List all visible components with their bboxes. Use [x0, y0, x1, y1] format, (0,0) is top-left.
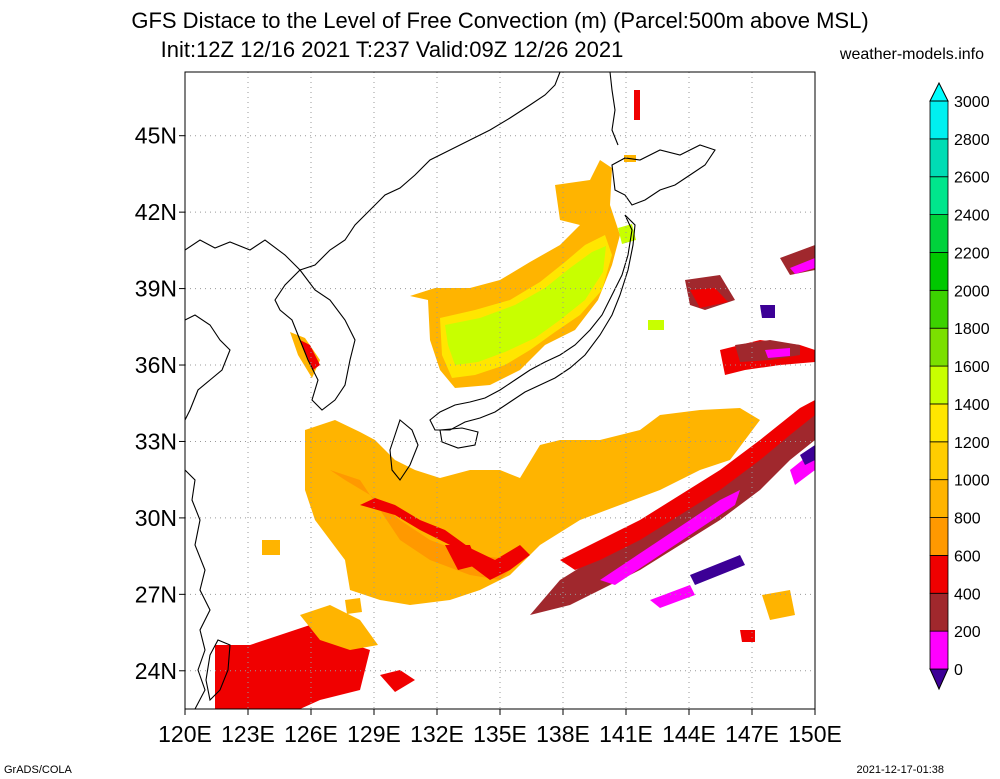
colorbar-band	[929, 327, 949, 367]
lat-tick-label: 27N	[135, 581, 177, 607]
colorbar-label: 800	[954, 511, 981, 528]
colorbar-band	[929, 214, 949, 253]
coastline-asia-mainland	[185, 72, 561, 271]
coastline-honshu	[429, 214, 636, 431]
field-magenta-south	[650, 585, 695, 608]
coastline-hokkaido	[611, 144, 716, 206]
lat-tick-label: 42N	[135, 199, 177, 225]
coastline-shikoku	[439, 427, 479, 449]
lon-tick-label: 150E	[788, 721, 842, 747]
lat-tick-label: 24N	[135, 658, 177, 684]
colorbar-label: 1000	[954, 473, 990, 490]
field-red-ne	[690, 288, 728, 308]
lat-tick-label: 45N	[135, 123, 177, 149]
lat-tick-label: 30N	[135, 505, 177, 531]
coastline-korea	[274, 269, 356, 411]
lon-tick-label: 144E	[662, 721, 716, 747]
colorbar-label: 2200	[954, 245, 990, 262]
footer-credit: GrADS/COLA	[4, 764, 72, 776]
coastline-kyushu	[389, 419, 419, 481]
field-red-spot	[380, 670, 415, 692]
lat-tick-label: 33N	[135, 428, 177, 454]
colorbar-label: 2400	[954, 208, 990, 225]
graticule	[185, 72, 815, 709]
lat-tick-label: 39N	[135, 276, 177, 302]
field-purple-south	[690, 555, 745, 585]
field-magenta-band	[600, 490, 740, 585]
lon-tick-label: 141E	[599, 721, 653, 747]
colorbar-band	[929, 441, 949, 481]
lat-axis: 24N 27N 30N 33N 36N 39N 42N 45N	[135, 123, 185, 684]
lat-tick-label: 36N	[135, 352, 177, 378]
colorbar-band	[929, 479, 949, 518]
field-red-band	[560, 400, 815, 570]
colorbar-label: 200	[954, 624, 981, 641]
colorbar-label: 2000	[954, 283, 990, 300]
colorbar-label: 400	[954, 586, 981, 603]
lon-axis: 120E 123E 126E 129E 132E 135E 138E 141E 144E 147E…	[158, 709, 842, 747]
colorbar-band	[929, 289, 949, 329]
field-red-hokkaido	[634, 90, 640, 120]
coastlines	[185, 72, 716, 709]
colorbar-band	[929, 176, 949, 216]
coastline-taiwan	[205, 639, 231, 702]
field-orange-east-spot	[762, 590, 795, 620]
field-magenta-ne	[765, 348, 790, 358]
colorbar-over-arrow	[929, 81, 949, 102]
source-site: weather-models.info	[839, 46, 984, 63]
colorbar-band	[929, 630, 949, 670]
colorbar-band	[929, 365, 949, 405]
colorbar-label: 3000	[954, 94, 990, 111]
field-magenta-far-ne	[790, 258, 815, 274]
field-darkred-band	[530, 405, 815, 615]
lfc-filled-field	[215, 90, 815, 709]
lon-tick-label: 132E	[410, 721, 464, 747]
coastline-china-east	[185, 314, 231, 421]
field-red-ecs-spot	[445, 545, 478, 570]
map-subtitle: Init:12Z 12/16 2021 T:237 Valid:09Z 12/2…	[160, 37, 624, 62]
lon-tick-label: 123E	[221, 721, 275, 747]
colorbar-label: 1800	[954, 321, 990, 338]
colorbar-band	[929, 517, 949, 556]
colorbar: 0 200 400 600 800 1000 1200 1400 1600 1800 2000 220…	[929, 81, 990, 691]
lon-tick-label: 126E	[284, 721, 338, 747]
footer-timestamp: 2021-12-17-01:38	[856, 764, 944, 776]
field-red-korea-west	[300, 340, 320, 370]
colorbar-label: 1400	[954, 397, 990, 414]
colorbar-label: 2800	[954, 132, 990, 149]
field-orange-east-china-sea	[305, 408, 760, 605]
colorbar-band	[929, 252, 949, 291]
colorbar-band	[929, 403, 949, 443]
lon-tick-label: 138E	[536, 721, 590, 747]
coastline-china-southeast	[185, 469, 211, 709]
field-orange-scatter-1	[262, 540, 280, 555]
field-purple-east	[800, 445, 815, 465]
colorbar-label: 1600	[954, 359, 990, 376]
field-red-east-spot	[740, 630, 755, 642]
colorbar-band	[929, 138, 949, 178]
lon-tick-label: 147E	[725, 721, 779, 747]
colorbar-label: 1200	[954, 435, 990, 452]
colorbar-label: 600	[954, 548, 981, 565]
colorbar-band	[929, 100, 949, 140]
field-lime-japan-sea	[445, 246, 606, 365]
colorbar-under-arrow	[929, 668, 949, 691]
field-orange-korea-west	[290, 332, 320, 378]
lon-tick-label: 135E	[473, 721, 527, 747]
field-purple-far-ne	[760, 305, 775, 318]
field-red-south	[215, 625, 370, 709]
lon-tick-label: 129E	[347, 721, 401, 747]
colorbar-band	[929, 555, 949, 594]
coastline-sakhalin	[609, 72, 619, 146]
field-lime-patch-2	[648, 320, 664, 330]
colorbar-label: 2600	[954, 170, 990, 187]
field-red-kyushu-south	[360, 498, 530, 580]
map-title: GFS Distace to the Level of Free Convect…	[131, 8, 869, 33]
field-orange-south	[300, 605, 378, 650]
colorbar-band	[929, 592, 949, 632]
colorbar-label: 0	[954, 662, 963, 679]
field-orange-scatter-2	[345, 598, 362, 614]
lon-tick-label: 120E	[158, 721, 212, 747]
